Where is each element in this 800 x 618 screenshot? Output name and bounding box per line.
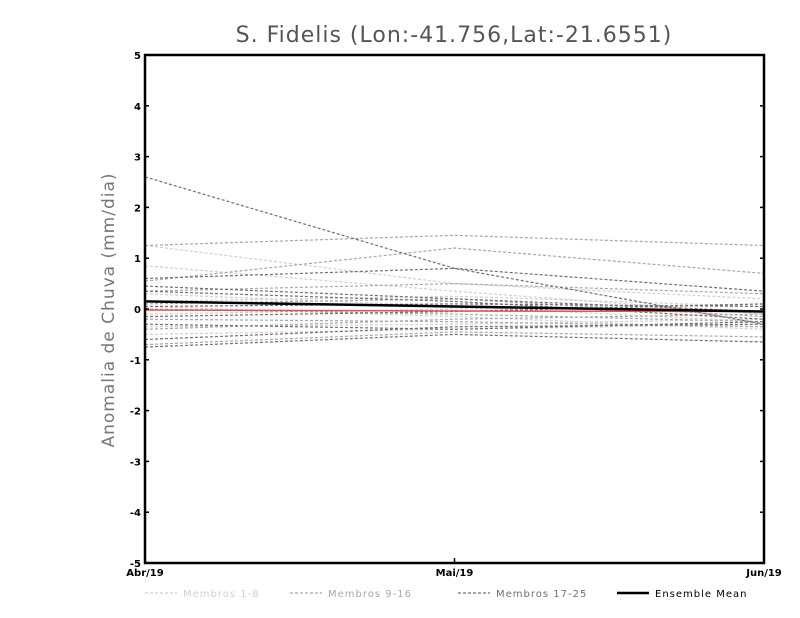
y-tick-label: -4 xyxy=(130,508,141,519)
y-tick-label: 5 xyxy=(134,51,141,62)
series-line-26 xyxy=(144,300,765,313)
series-line-25 xyxy=(144,309,765,313)
legend-label: Membros 9-16 xyxy=(328,589,412,600)
legend-label: Membros 1-8 xyxy=(183,589,260,600)
series-line-3 xyxy=(144,295,765,308)
y-tick-label: -1 xyxy=(130,356,141,367)
legend-label: Membros 17-25 xyxy=(496,589,587,600)
chart-title: S. Fidelis (Lon:-41.756,Lat:-21.6551) xyxy=(236,23,673,48)
series-line-6 xyxy=(144,323,765,335)
x-tick-label: Abr/19 xyxy=(126,568,163,579)
x-tick-label: Mai/19 xyxy=(436,568,474,579)
series-line-23 xyxy=(144,303,765,318)
y-tick-label: -5 xyxy=(130,559,141,570)
ticks-layer: -5 -4 -3 -2 -1 0 1 2 3 4 5 Abr/19 Mai/19 Jun/19 xyxy=(126,51,782,579)
series-line-5 xyxy=(144,318,765,328)
series-layer xyxy=(144,176,765,348)
series-line-22 xyxy=(144,303,765,308)
series-line-17 xyxy=(144,267,765,292)
series-line-18 xyxy=(144,290,765,320)
y-tick-label: -2 xyxy=(130,407,141,418)
y-tick-label: 2 xyxy=(134,203,141,214)
series-line-19 xyxy=(144,333,765,348)
series-line-21 xyxy=(144,321,765,330)
series-line-10 xyxy=(144,282,765,295)
y-tick-label: 0 xyxy=(134,305,141,316)
series-line-9 xyxy=(144,247,765,282)
series-line-13 xyxy=(144,313,765,330)
series-line-2 xyxy=(144,293,765,323)
y-tick-label: 3 xyxy=(134,153,141,164)
series-line-0 xyxy=(144,244,765,300)
y-tick-label: -3 xyxy=(130,457,141,468)
y-tick-label: 4 xyxy=(134,102,141,113)
x-tick-label: Jun/19 xyxy=(745,568,782,579)
y-tick-label: 1 xyxy=(134,254,141,265)
series-line-14 xyxy=(144,331,765,346)
legend: Membros 1-8 Membros 9-16 Membros 17-25 Ense… xyxy=(145,589,747,600)
y-axis-label: Anomalia de Chuva (mm/dia) xyxy=(99,172,119,447)
legend-label: Ensemble Mean xyxy=(655,589,747,600)
series-line-20 xyxy=(144,323,765,341)
series-line-15 xyxy=(144,308,765,323)
series-line-8 xyxy=(144,234,765,247)
series-line-24 xyxy=(144,285,765,313)
